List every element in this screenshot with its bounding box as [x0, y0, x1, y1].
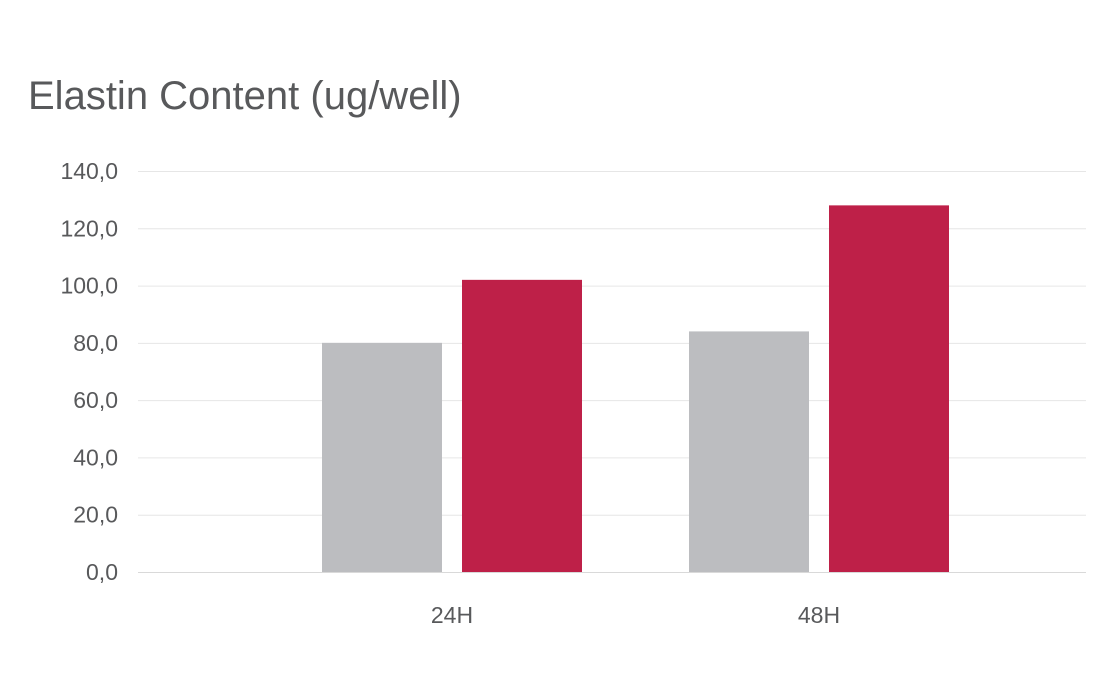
bar-48h-series-1 — [689, 331, 809, 572]
chart-title: Elastin Content (ug/well) — [28, 74, 462, 118]
y-tick-label: 140,0 — [60, 158, 118, 184]
x-tick-label: 48H — [798, 602, 840, 628]
y-tick-label: 80,0 — [73, 330, 118, 356]
y-tick-label: 60,0 — [73, 387, 118, 413]
bar-24h-series-2 — [462, 279, 582, 572]
y-tick-label: 120,0 — [60, 215, 118, 241]
bar-24h-series-1 — [322, 342, 442, 572]
x-axis-ticks: 24H 48H — [431, 602, 840, 628]
y-tick-label: 40,0 — [73, 444, 118, 470]
y-tick-label: 100,0 — [60, 273, 118, 299]
y-tick-label: 0,0 — [86, 559, 118, 585]
bars — [322, 205, 949, 572]
bar-48h-series-2 — [829, 205, 949, 572]
x-tick-label: 24H — [431, 602, 473, 628]
y-tick-label: 20,0 — [73, 502, 118, 528]
y-axis-ticks: 0,0 20,0 40,0 60,0 80,0 100,0 120,0 140,0 — [60, 158, 118, 585]
